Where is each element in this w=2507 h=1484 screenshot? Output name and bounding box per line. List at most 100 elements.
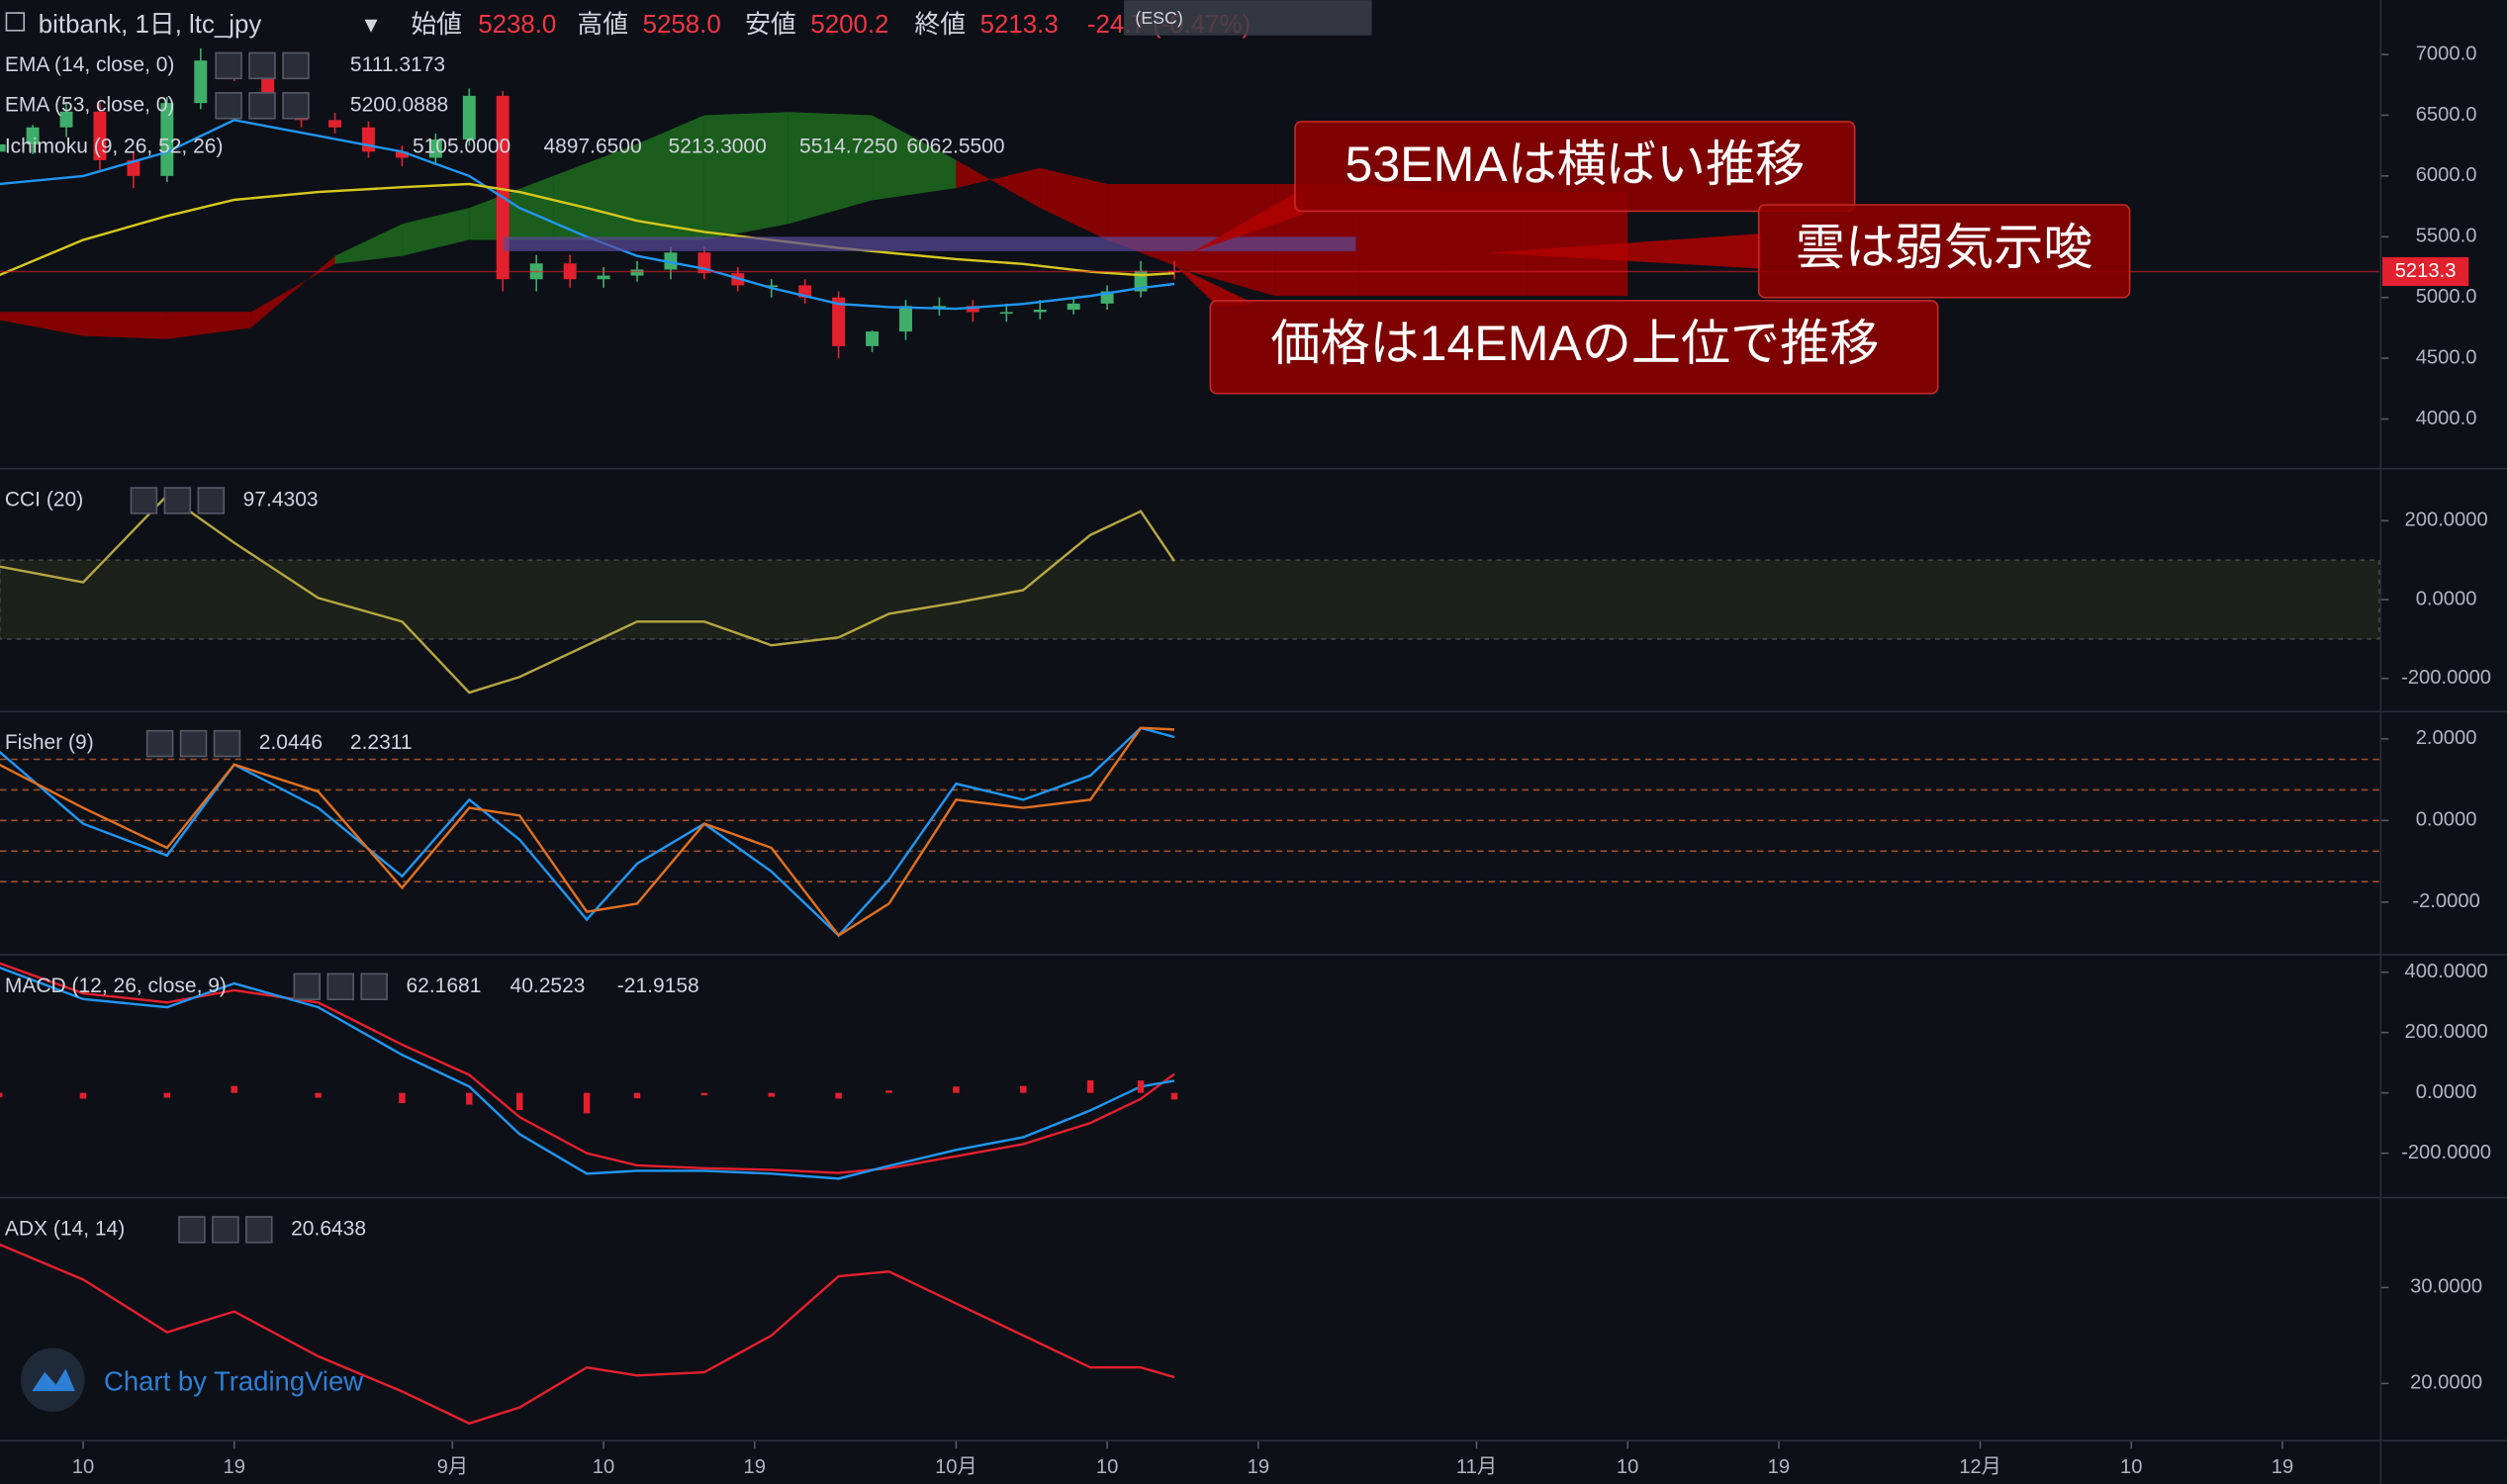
series-line [0, 962, 1175, 1174]
legend-icon[interactable] [248, 92, 276, 120]
esc-tooltip[interactable] [1124, 0, 1372, 36]
legend-value: 5105.0000 [413, 135, 511, 157]
watermark: Chart by TradingView [21, 1347, 363, 1413]
legend-icon[interactable] [282, 51, 310, 80]
histogram-bar [1137, 1080, 1145, 1093]
symbol-menu[interactable]: ▾ [364, 11, 377, 39]
cloud-segment [1442, 192, 1528, 297]
legend-icon[interactable] [179, 729, 208, 758]
candle-body [932, 306, 946, 308]
callout[interactable] [1757, 204, 2131, 299]
y-tick-label: -200.0000 [2401, 667, 2491, 689]
legend-icon[interactable] [215, 51, 242, 80]
legend-icon[interactable] [245, 1216, 273, 1244]
callout[interactable] [1209, 300, 1939, 395]
cloud-segment [703, 112, 789, 240]
candle-body [832, 297, 846, 346]
y-tick-label: -2.0000 [2412, 890, 2479, 912]
x-tick-label: 10 [2120, 1456, 2142, 1478]
symbol[interactable]: bitbank, 1日, ltc_jpy [39, 11, 262, 39]
legend-icon[interactable] [360, 973, 388, 1000]
y-tick-label: 30.0000 [2410, 1276, 2482, 1298]
watermark-text[interactable]: Chart by TradingView [104, 1365, 363, 1396]
legend-name[interactable]: ADX (14, 14) [5, 1217, 125, 1240]
legend-name[interactable]: Fisher (9) [5, 731, 94, 754]
legend-icon[interactable] [215, 92, 242, 120]
histogram-bar [231, 1085, 237, 1093]
legend-value: 5213.3000 [669, 135, 767, 157]
series-line [0, 726, 1175, 938]
candle-body [395, 151, 409, 158]
field-value: 5200.2 [810, 11, 888, 39]
legend-icon[interactable] [130, 487, 158, 514]
legend-name[interactable]: EMA (14, close, 0) [5, 53, 175, 76]
legend-value: 2.2311 [350, 731, 413, 754]
callout-text: 53EMAは横ばい推移 [1345, 137, 1805, 192]
cloud-segment [166, 312, 251, 339]
callout[interactable] [1294, 121, 1856, 213]
candle-body [966, 306, 979, 313]
legend-icon[interactable] [213, 729, 241, 758]
candle-body [664, 252, 678, 270]
legend-value: 4897.6500 [543, 135, 641, 157]
y-tick-label: 5000.0 [2416, 286, 2477, 308]
candle-body [127, 159, 140, 176]
legend-icon[interactable] [212, 1216, 239, 1244]
field-value: 5213.3 [980, 11, 1059, 39]
candle-body [765, 285, 779, 288]
histogram-bar [79, 1092, 87, 1099]
drawn-zone[interactable] [504, 236, 1356, 251]
y-tick-label: 0.0000 [2416, 588, 2477, 609]
x-tick-label: 19 [744, 1456, 766, 1478]
x-tick-label: 19 [1768, 1456, 1790, 1478]
watermark-icon [32, 1368, 75, 1392]
legend-icon[interactable] [282, 92, 310, 120]
collapse-button[interactable] [5, 12, 26, 32]
legend-icon[interactable] [326, 973, 354, 1000]
legend-value: -21.9158 [617, 974, 699, 997]
legend-value: 40.2523 [511, 974, 586, 997]
candle-body [496, 95, 510, 280]
x-tick-label: 9月 [437, 1456, 468, 1478]
y-tick-label: 4500.0 [2416, 346, 2477, 368]
legend-icon[interactable] [293, 973, 322, 1000]
candle-body [93, 111, 107, 160]
legend-name[interactable]: MACD (12, 26, close, 9) [5, 974, 227, 997]
candle-body [1067, 303, 1080, 310]
x-tick-label: 10月 [935, 1456, 977, 1478]
legend-icon[interactable] [248, 51, 276, 80]
legend-icon[interactable] [163, 487, 192, 514]
y-tick-label: 2.0000 [2416, 727, 2477, 749]
legend-value: 5200.0888 [350, 93, 448, 116]
y-tick-label: 0.0000 [2416, 1081, 2477, 1103]
histogram-bar [0, 1092, 3, 1097]
legend-value: 5514.7250 [799, 135, 897, 157]
plot-area: 4000.0 4500.0 5000.0 5500.0 6000.0 6500.0 7000… [0, 43, 2491, 1478]
x-tick-label: 12月 [1959, 1456, 2001, 1478]
cloud-segment [636, 115, 704, 240]
field-value: 5258.0 [643, 11, 721, 39]
x-tick-label: 10 [593, 1456, 614, 1478]
legend-name[interactable]: EMA (53, close, 0) [5, 93, 175, 116]
histogram-bar [399, 1092, 406, 1104]
legend-icon[interactable] [178, 1216, 206, 1244]
y-tick-label: 6500.0 [2416, 104, 2477, 126]
histogram-bar [953, 1086, 960, 1093]
y-tick-label: 20.0000 [2410, 1372, 2482, 1394]
candle-body [160, 103, 174, 176]
legend-icon[interactable] [197, 487, 226, 514]
y-tick-label: 6000.0 [2416, 164, 2477, 186]
last-price-box [2381, 256, 2469, 287]
candle-body [1033, 309, 1047, 313]
y-tick-label: 7000.0 [2416, 43, 2477, 64]
histogram-bar [835, 1092, 842, 1099]
legend-value: 2.0446 [259, 731, 323, 754]
legend-icon[interactable] [145, 729, 174, 758]
legend-name[interactable]: CCI (20) [5, 489, 83, 511]
candle-body [328, 120, 342, 128]
x-tick-label: 10 [72, 1456, 94, 1478]
candle-body [630, 269, 644, 276]
legend-name[interactable]: Ichimoku (9, 26, 52, 26) [5, 135, 224, 157]
x-tick-label: 19 [1248, 1456, 1269, 1478]
cloud-segment [334, 224, 403, 264]
